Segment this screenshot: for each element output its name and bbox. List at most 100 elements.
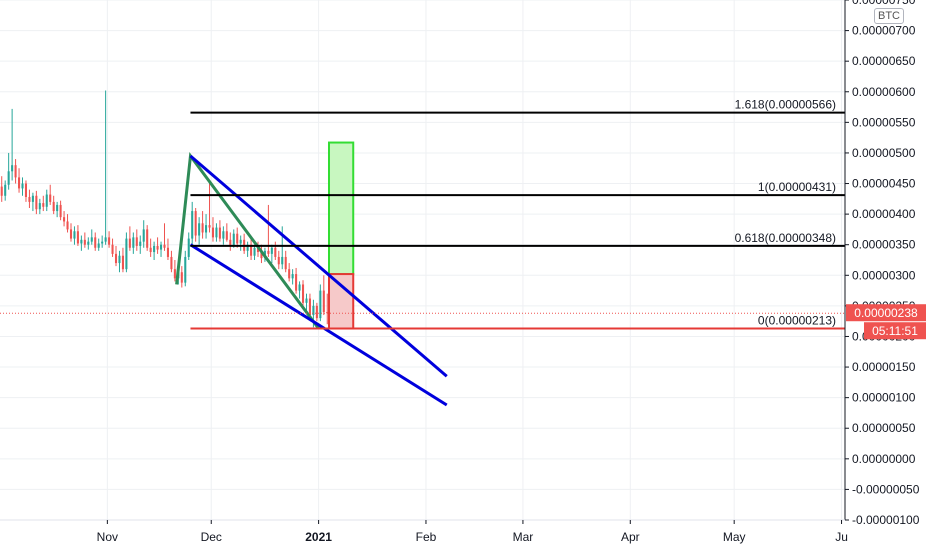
currency-badge: BTC: [874, 8, 904, 24]
candle-body: [108, 237, 111, 245]
candle-body: [149, 247, 152, 253]
candle-body: [76, 231, 79, 244]
candle-body: [267, 250, 270, 254]
candle-body: [45, 194, 48, 207]
candle-body: [35, 195, 38, 210]
candle-body: [277, 256, 280, 265]
candle-body: [260, 252, 263, 259]
candle-body: [170, 256, 173, 270]
candle-body: [7, 171, 10, 185]
candle-body: [128, 238, 131, 248]
candle-body: [28, 196, 31, 202]
candle-body: [94, 237, 97, 248]
last-price-value: 0.00000238: [854, 306, 918, 320]
candle-body: [59, 204, 62, 218]
candle-body: [49, 194, 52, 202]
x-tick-label: Feb: [416, 530, 437, 544]
candle-body: [191, 211, 194, 239]
drawings: [175, 141, 448, 407]
candle-body: [308, 298, 311, 316]
fib-level-label: 1.618(0.00000566): [735, 98, 836, 112]
channel-line[interactable]: [189, 243, 448, 407]
candle-body: [121, 255, 124, 270]
candle-body: [201, 223, 204, 233]
y-tick-label: 0.00000150: [852, 360, 916, 374]
price-tags: 0.00000238 05:11:51: [846, 304, 926, 340]
candle-body: [52, 201, 55, 212]
candle-body: [111, 244, 114, 254]
candle-body: [315, 305, 318, 319]
candle-body: [66, 221, 69, 230]
candle-body: [256, 247, 260, 253]
candle-body: [73, 231, 76, 239]
countdown-value: 05:11:51: [872, 324, 918, 338]
channel-line[interactable]: [189, 154, 448, 378]
candle-body: [291, 274, 294, 279]
candle-body: [63, 217, 66, 222]
candle-body: [187, 238, 190, 257]
x-tick-label: Nov: [97, 530, 118, 544]
candle-body: [146, 229, 149, 248]
y-tick-label: 0.00000500: [852, 146, 916, 160]
candle-body: [205, 225, 208, 233]
y-tick-label: 0.00000750: [852, 0, 916, 7]
candle-body: [274, 247, 277, 257]
candle-body: [31, 195, 34, 202]
candle-body: [11, 165, 14, 172]
candle-body: [125, 238, 128, 270]
candle-body: [180, 272, 183, 283]
candle-body: [253, 247, 256, 256]
candle-body: [56, 204, 59, 212]
candle-body: [312, 305, 315, 316]
y-tick-label: 0.00000050: [852, 421, 916, 435]
fib-level-label: 0(0.00000213): [758, 314, 836, 328]
x-tick-label: May: [723, 530, 746, 544]
candle-body: [118, 255, 121, 264]
candle-body: [229, 239, 232, 246]
candles: [0, 90, 329, 328]
chart-grid: [0, 0, 845, 521]
fib-level-label: 0.618(0.00000348): [735, 231, 836, 245]
y-tick-label: 0.00000300: [852, 268, 916, 282]
candle-body: [215, 227, 218, 238]
y-tick-label: 0.00000550: [852, 115, 916, 129]
candle-body: [208, 225, 211, 228]
candle-body: [232, 233, 235, 246]
candle-body: [184, 256, 187, 283]
candle-body: [135, 237, 138, 246]
candle-body: [218, 227, 221, 239]
time-axis[interactable]: Nov Dec 2021 Feb Mar Apr May Ju: [97, 520, 848, 544]
y-tick-label: 0.00000400: [852, 207, 916, 221]
x-tick-label: Dec: [201, 530, 222, 544]
candle-body: [24, 183, 28, 197]
candle-body: [295, 274, 298, 291]
price-axis[interactable]: 0.00000750 0.00000700 0.00000650 0.00000600…: [845, 0, 920, 527]
candle-body: [97, 243, 100, 248]
candle-body: [284, 256, 287, 270]
candle-body: [225, 231, 228, 240]
last-price-tag: [846, 304, 926, 322]
candle-body: [288, 269, 291, 279]
candle-body: [156, 245, 159, 250]
candle-body: [222, 231, 225, 239]
candle-body: [80, 239, 83, 244]
candle-body: [211, 227, 215, 238]
x-tick-label: Ju: [835, 530, 848, 544]
stop-box[interactable]: [327, 273, 355, 330]
candle-body: [301, 284, 305, 303]
countdown-tag: [864, 322, 926, 340]
candle-body: [281, 256, 284, 265]
x-tick-label: Apr: [621, 530, 640, 544]
candle-body: [173, 269, 176, 279]
candle-body: [163, 244, 166, 248]
candle-body: [38, 203, 41, 210]
candle-body: [305, 298, 308, 303]
candle-body: [326, 312, 329, 314]
candle-body: [139, 241, 142, 246]
candle-body: [159, 244, 163, 250]
candle-body: [298, 284, 301, 291]
candle-body: [90, 237, 93, 242]
candle-body: [104, 237, 107, 242]
target-box[interactable]: [327, 141, 355, 276]
